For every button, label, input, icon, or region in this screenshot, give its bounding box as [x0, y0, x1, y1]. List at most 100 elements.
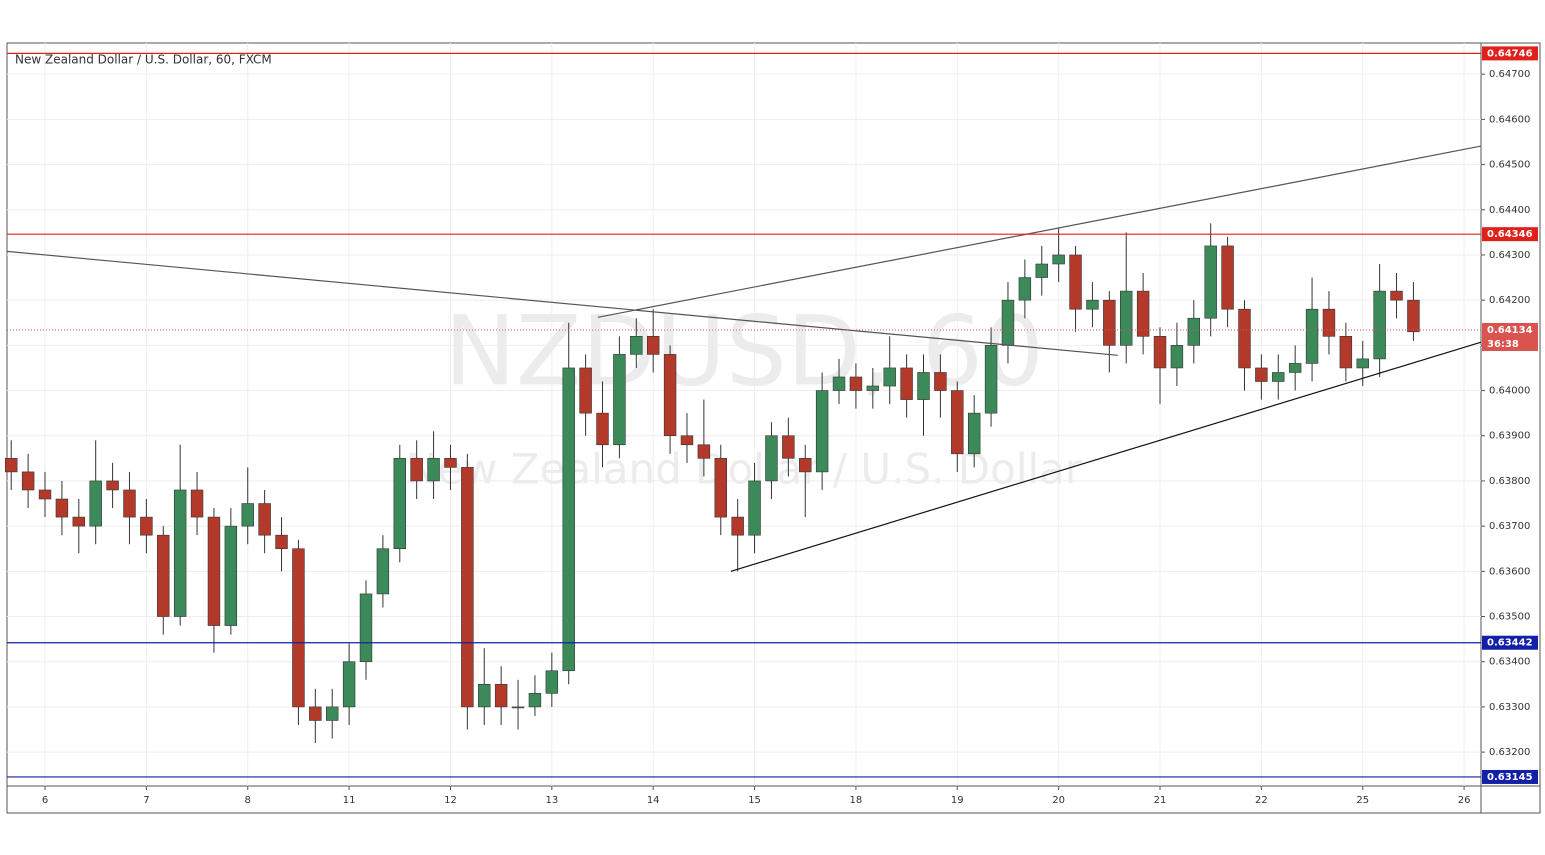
x-tick-label: 18: [850, 795, 863, 806]
last-price-label-box: [1482, 322, 1538, 337]
y-tick-label: 0.63700: [1489, 521, 1530, 532]
candle-body: [1339, 336, 1353, 369]
candle-body: [173, 489, 187, 617]
x-tick-label: 8: [245, 795, 251, 806]
level-label-box: [1482, 227, 1538, 242]
level-label: 0.63145: [1487, 772, 1533, 783]
candle-body: [917, 372, 930, 400]
candle-body: [967, 412, 981, 455]
last-price-label: 0.64134: [1487, 325, 1533, 336]
candle-body: [748, 480, 761, 536]
y-tick-label: 0.63600: [1489, 566, 1530, 577]
candle-body: [545, 670, 559, 694]
trend-line: [730, 341, 1482, 572]
candle-body: [342, 661, 356, 708]
y-tick-label: 0.64200: [1489, 295, 1530, 306]
y-tick-label: 0.63200: [1489, 747, 1530, 758]
candle-body: [1255, 367, 1268, 382]
candle-body: [1390, 290, 1403, 301]
candle-body: [1136, 290, 1150, 337]
candle-body: [38, 489, 52, 500]
x-tick-label: 19: [951, 795, 964, 806]
y-tick-label: 0.64400: [1489, 205, 1530, 216]
candle-body: [72, 516, 86, 527]
y-tick-label: 0.64700: [1489, 69, 1530, 80]
level-label-box: [1482, 635, 1538, 650]
candle-body: [1238, 308, 1251, 369]
candle-body: [241, 503, 254, 527]
y-tick-label: 0.63900: [1489, 431, 1530, 442]
candle-body: [292, 548, 305, 708]
candle-body: [528, 693, 542, 708]
candle-body: [782, 435, 795, 459]
x-tick-label: 25: [1356, 795, 1369, 806]
candle-body: [815, 390, 829, 473]
candle-body: [1288, 363, 1302, 373]
candle-body: [123, 489, 136, 518]
x-tick-label: 13: [545, 795, 558, 806]
x-tick-label: 21: [1154, 795, 1167, 806]
candle-body: [1204, 245, 1217, 319]
candle-body: [224, 525, 238, 626]
candle-body: [157, 534, 170, 617]
candle-body: [1052, 254, 1065, 265]
y-tick-label: 0.64600: [1489, 114, 1530, 125]
candle-body: [1170, 345, 1184, 369]
trend-line: [6, 250, 1118, 356]
x-tick-label: 14: [647, 795, 660, 806]
candle-body: [1322, 308, 1336, 337]
candle-body: [663, 354, 677, 437]
candle-body: [444, 458, 457, 468]
trend-line: [597, 145, 1482, 318]
x-tick-label: 26: [1458, 795, 1471, 806]
candle-body: [1086, 299, 1099, 310]
candle-body: [21, 471, 35, 491]
candle-body: [900, 367, 913, 400]
x-tick-label: 11: [343, 795, 356, 806]
x-tick-label: 20: [1052, 795, 1065, 806]
candle-body: [207, 516, 221, 626]
candle-body: [5, 458, 18, 473]
x-tick-label: 15: [748, 795, 761, 806]
candle-body: [511, 706, 525, 709]
candle-body: [1120, 290, 1133, 346]
candle-body: [849, 376, 863, 391]
y-tick-label: 0.64000: [1489, 386, 1530, 397]
y-tick-label: 0.64300: [1489, 250, 1530, 261]
candle-body: [765, 435, 778, 482]
candle-body: [410, 458, 423, 482]
candle-body: [478, 684, 491, 708]
chart-title: New Zealand Dollar / U.S. Dollar, 60, FX…: [15, 53, 272, 67]
candle-body: [1069, 254, 1082, 310]
candle-body: [359, 593, 373, 663]
x-tick-label: 6: [42, 795, 48, 806]
candle-body: [951, 390, 964, 455]
candle-body: [680, 435, 694, 446]
candle-body: [258, 503, 271, 536]
y-tick-label: 0.63800: [1489, 476, 1530, 487]
candle-body: [731, 516, 744, 536]
frame: [6, 42, 1541, 814]
y-tick-label: 0.63300: [1489, 702, 1530, 713]
level-label: 0.63442: [1487, 638, 1533, 649]
level-label: 0.64346: [1487, 229, 1533, 240]
candle-body: [697, 444, 711, 459]
candle-body: [799, 458, 812, 473]
x-tick-label: 12: [444, 795, 457, 806]
candle-body: [613, 354, 626, 446]
watermark-sub: New Zealand Dollar / U.S. Dollar: [406, 445, 1083, 494]
candle-body: [984, 345, 998, 414]
candle-body: [714, 458, 727, 518]
candle-body: [1103, 299, 1116, 346]
candle-body: [325, 706, 339, 721]
candle-body: [934, 372, 947, 391]
candle-body: [1305, 308, 1319, 364]
candle-body: [596, 412, 609, 446]
candle-body: [275, 534, 288, 550]
plot: [5, 145, 1482, 744]
candle-body: [1187, 317, 1201, 346]
candle-body: [55, 498, 69, 518]
level-label: 0.64746: [1487, 48, 1533, 59]
candle-body: [630, 336, 643, 355]
